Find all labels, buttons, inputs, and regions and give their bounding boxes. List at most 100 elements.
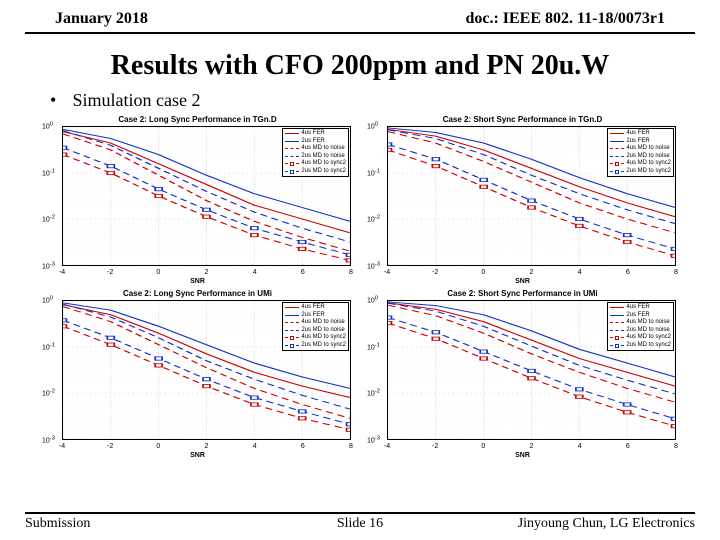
legend-marker (615, 162, 619, 166)
x-axis-label: SNR (365, 452, 680, 459)
chart-title: Case 2: Short Sync Performance in TGn.D (365, 115, 680, 124)
legend-row: 4us MD to noise (285, 145, 346, 153)
footer-mid: Slide 16 (337, 516, 383, 532)
legend-marker (290, 170, 294, 174)
x-tick-label: -2 (107, 443, 113, 450)
legend-row: 2us MD to noise (610, 327, 671, 335)
y-tick-label: 10-1 (42, 342, 55, 351)
legend-row: 2us FER (610, 138, 671, 146)
chart-title: Case 2: Short Sync Performance in UMi (365, 289, 680, 298)
legend-label: 4us MD to sync2 (626, 160, 671, 168)
x-tick-label: 4 (253, 269, 257, 276)
x-tick-label: -2 (432, 269, 438, 276)
legend-label: 4us MD to noise (301, 145, 344, 153)
chart-panel: Case 2: Long Sync Performance in UMi 4us … (40, 289, 355, 457)
charts-grid: Case 2: Long Sync Performance in TGn.D4u… (0, 115, 720, 457)
x-tick-label: -4 (384, 269, 390, 276)
legend-label: 2us MD to sync2 (626, 168, 671, 176)
plot-box: 4us FER2us FER4us MD to noise2us MD to n… (62, 300, 351, 440)
slide-footer: Submission Slide 16 Jinyoung Chun, LG El… (25, 512, 695, 532)
header-date: January 2018 (55, 10, 148, 28)
x-tick-label: 0 (156, 443, 160, 450)
legend-swatch (610, 133, 624, 134)
legend-swatch (610, 163, 624, 164)
plot-area: 4us FER2us FER4us MD to noise2us MD to n… (62, 300, 351, 440)
x-tick-label: 8 (674, 269, 678, 276)
legend-row: 4us MD to noise (610, 145, 671, 153)
legend-row: 4us MD to noise (285, 319, 346, 327)
x-tick-label: 2 (205, 269, 209, 276)
plot-box: 4us FER2us FER4us MD to noise2us MD to n… (387, 300, 676, 440)
legend-swatch (610, 330, 624, 331)
y-tick-label: 10-2 (42, 215, 55, 224)
slide-title: Results with CFO 200ppm and PN 20u.W (0, 50, 720, 82)
y-tick-label: 10-2 (367, 389, 380, 398)
legend-swatch (610, 322, 624, 323)
legend-swatch (285, 345, 299, 346)
legend-row: 4us MD to sync2 (610, 334, 671, 342)
legend-swatch (610, 156, 624, 157)
legend-row: 2us MD to sync2 (285, 168, 346, 176)
header-doc: doc.: IEEE 802. 11-18/0073r1 (465, 10, 665, 28)
legend-marker (615, 336, 619, 340)
x-tick-label: -2 (432, 443, 438, 450)
footer-left: Submission (25, 516, 90, 532)
y-tick-label: 100 (367, 295, 378, 304)
legend-label: 2us FER (301, 138, 324, 146)
legend-swatch (285, 156, 299, 157)
legend-label: 4us MD to sync2 (626, 334, 671, 342)
y-tick-label: 100 (367, 121, 378, 130)
legend-swatch (285, 148, 299, 149)
legend-swatch (610, 141, 624, 142)
legend-swatch (285, 337, 299, 338)
legend-swatch (610, 345, 624, 346)
legend-label: 2us MD to noise (301, 153, 344, 161)
bullet-text: Simulation case 2 (73, 90, 201, 110)
legend-swatch (285, 163, 299, 164)
legend-row: 2us MD to noise (285, 153, 346, 161)
x-tick-label: 6 (626, 269, 630, 276)
legend-label: 2us MD to noise (626, 153, 669, 161)
chart-legend: 4us FER2us FER4us MD to noise2us MD to n… (607, 302, 674, 351)
chart-legend: 4us FER2us FER4us MD to noise2us MD to n… (282, 128, 349, 177)
legend-swatch (285, 141, 299, 142)
legend-row: 2us MD to noise (285, 327, 346, 335)
legend-swatch (610, 171, 624, 172)
legend-label: 2us MD to noise (301, 327, 344, 335)
legend-swatch (285, 171, 299, 172)
x-tick-label: 4 (578, 443, 582, 450)
legend-swatch (285, 322, 299, 323)
bullet-dot: • (50, 90, 68, 111)
legend-marker (290, 162, 294, 166)
chart-title: Case 2: Long Sync Performance in UMi (40, 289, 355, 298)
x-tick-label: 6 (301, 443, 305, 450)
legend-label: 4us MD to noise (626, 319, 669, 327)
legend-label: 2us MD to sync2 (301, 168, 346, 176)
plot-box: 4us FER2us FER4us MD to noise2us MD to n… (62, 126, 351, 266)
legend-row: 4us MD to sync2 (285, 160, 346, 168)
legend-row: 4us FER (285, 304, 346, 312)
y-tick-label: 10-1 (42, 168, 55, 177)
x-tick-label: 2 (530, 269, 534, 276)
x-tick-label: 4 (253, 443, 257, 450)
legend-label: 2us FER (626, 312, 649, 320)
chart-panel: Case 2: Short Sync Performance in TGn.D 4… (365, 115, 680, 283)
y-tick-label: 10-1 (367, 342, 380, 351)
x-tick-label: 8 (349, 443, 353, 450)
legend-swatch (610, 148, 624, 149)
legend-row: 2us FER (285, 312, 346, 320)
legend-label: 2us MD to sync2 (301, 342, 346, 350)
x-axis-label: SNR (40, 278, 355, 285)
legend-label: 4us MD to noise (301, 319, 344, 327)
x-tick-label: -4 (59, 269, 65, 276)
legend-swatch (285, 133, 299, 134)
legend-row: 4us FER (610, 130, 671, 138)
chart-legend: 4us FER2us FER4us MD to noise2us MD to n… (282, 302, 349, 351)
legend-row: 2us FER (610, 312, 671, 320)
legend-label: 4us FER (626, 130, 649, 138)
legend-label: 4us MD to sync2 (301, 160, 346, 168)
legend-swatch (610, 337, 624, 338)
legend-swatch (285, 330, 299, 331)
y-tick-label: 100 (42, 295, 53, 304)
footer-right: Jinyoung Chun, LG Electronics (518, 516, 695, 532)
